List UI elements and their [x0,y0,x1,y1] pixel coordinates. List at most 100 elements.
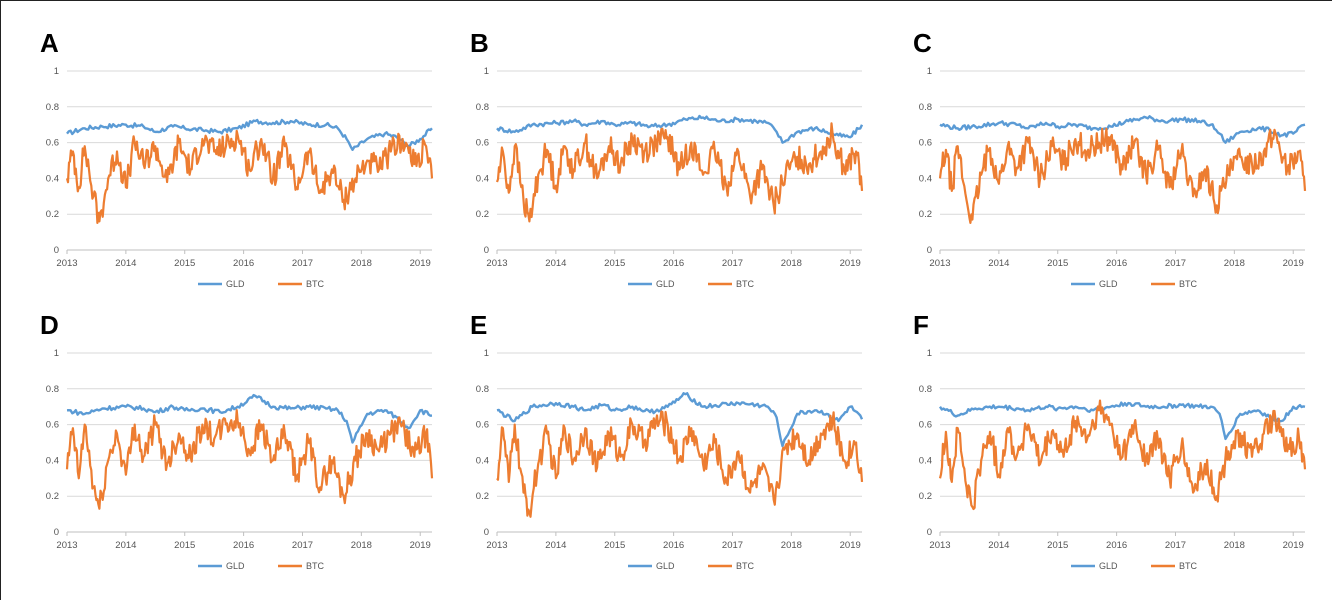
x-tick-label: 2016 [663,258,684,269]
series-line-gld [496,392,864,448]
chart-panel-c: C 0 0.2 0.4 0.6 0.8 1 2013 2014 2015 2016 2017 2018 2… [913,28,1333,306]
series-line-gld [496,114,864,144]
y-tick-label: 0 [484,527,489,538]
y-tick-label: 1 [54,348,59,359]
y-tick-label: 0.2 [46,491,59,502]
legend-label-gld: GLD [226,561,245,571]
x-tick-label: 2017 [292,258,313,269]
y-tick-label: 0 [484,245,489,256]
chart-panel-e: E 0 0.2 0.4 0.6 0.8 1 2013 2014 2015 2016 2017 2018 2… [470,310,900,588]
x-tick-label: 2015 [604,540,625,551]
x-tick-label: 2018 [1224,540,1245,551]
y-tick-label: 1 [54,66,59,77]
legend-label-btc: BTC [736,279,755,289]
chart-panel-a: A 0 0.2 0.4 0.6 0.8 1 2013 2014 2015 2016 2017 2018 2… [40,28,470,306]
x-tick-label: 2015 [1047,258,1068,269]
y-tick-label: 0 [54,527,59,538]
y-tick-label: 0.8 [46,102,59,113]
chart-legend: GLD BTC [628,561,755,571]
series-line-gld [938,401,1306,441]
x-tick-label: 2017 [722,258,743,269]
x-tick-label: 2013 [486,258,507,269]
x-tick-label: 2013 [56,540,77,551]
legend-label-btc: BTC [306,561,325,571]
x-tick-label: 2015 [174,258,195,269]
y-tick-label: 0.6 [46,420,59,431]
line-chart: 0 0.2 0.4 0.6 0.8 1 2013 2014 2015 2016 2017 2018 20… [476,348,864,571]
legend-label-gld: GLD [656,279,675,289]
panel-label: F [913,310,929,340]
y-tick-label: 0.2 [919,209,932,220]
series-line-gld [66,118,433,151]
y-tick-label: 0.4 [476,455,489,466]
legend-label-btc: BTC [1179,279,1198,289]
series-line-btc [496,410,864,518]
panel-label: C [913,28,932,58]
x-tick-label: 2014 [115,540,136,551]
y-tick-label: 1 [927,348,932,359]
series-line-gld [66,393,433,444]
panel-label: D [40,310,59,340]
x-tick-label: 2017 [1165,258,1186,269]
series-line-btc [495,122,864,223]
y-tick-label: 0.8 [919,102,932,113]
legend-label-gld: GLD [1099,279,1118,289]
y-tick-label: 0.6 [476,138,489,149]
line-chart: 0 0.2 0.4 0.6 0.8 1 2013 2014 2015 2016 2017 2018 20… [476,66,864,289]
x-tick-label: 2016 [1106,540,1127,551]
x-tick-label: 2019 [1283,258,1304,269]
line-chart: 0 0.2 0.4 0.6 0.8 1 2013 2014 2015 2016 2017 2018 20… [919,66,1307,289]
y-tick-label: 0.6 [46,138,59,149]
y-tick-label: 0.2 [46,209,59,220]
x-tick-label: 2013 [929,258,950,269]
y-tick-label: 0.2 [476,209,489,220]
legend-label-btc: BTC [1179,561,1198,571]
chart-panel-f: F 0 0.2 0.4 0.6 0.8 1 2013 2014 2015 2016 2017 2018 2… [913,310,1333,588]
x-tick-label: 2017 [1165,540,1186,551]
y-tick-label: 0.6 [919,420,932,431]
x-tick-label: 2015 [604,258,625,269]
chart-panel-d: D 0 0.2 0.4 0.6 0.8 1 2013 2014 2015 2016 2017 2018 2… [40,310,470,588]
x-tick-label: 2017 [292,540,313,551]
y-tick-label: 1 [484,348,489,359]
x-tick-label: 2014 [115,258,136,269]
y-tick-label: 0.4 [919,455,932,466]
x-tick-label: 2019 [410,540,431,551]
y-tick-label: 0.8 [46,384,59,395]
x-tick-label: 2019 [1283,540,1304,551]
x-tick-label: 2016 [233,258,254,269]
x-tick-label: 2018 [781,258,802,269]
legend-label-btc: BTC [306,279,325,289]
x-tick-label: 2017 [722,540,743,551]
x-tick-label: 2016 [663,540,684,551]
x-tick-label: 2019 [410,258,431,269]
y-tick-label: 0.4 [919,173,932,184]
x-tick-label: 2019 [840,540,861,551]
y-tick-label: 0.6 [476,420,489,431]
x-tick-label: 2015 [174,540,195,551]
x-tick-label: 2013 [486,540,507,551]
series-line-gld [939,115,1306,144]
y-tick-label: 0.4 [476,173,489,184]
y-tick-label: 0.4 [46,455,59,466]
y-tick-label: 0.4 [46,173,59,184]
x-tick-label: 2016 [1106,258,1127,269]
legend-label-gld: GLD [656,561,675,571]
x-tick-label: 2013 [56,258,77,269]
y-tick-label: 1 [484,66,489,77]
x-tick-label: 2014 [988,540,1009,551]
chart-panel-b: B 0 0.2 0.4 0.6 0.8 1 2013 2014 2015 2016 2017 2018 2… [470,28,900,306]
x-tick-label: 2014 [545,540,566,551]
x-tick-label: 2013 [929,540,950,551]
panel-label: B [470,28,489,58]
line-chart: 0 0.2 0.4 0.6 0.8 1 2013 2014 2015 2016 2017 2018 20… [46,66,434,289]
y-tick-label: 0.2 [476,491,489,502]
x-tick-label: 2015 [1047,540,1068,551]
chart-legend: GLD BTC [198,561,325,571]
chart-legend: GLD BTC [1071,561,1198,571]
y-tick-label: 1 [927,66,932,77]
y-tick-label: 0.8 [476,384,489,395]
y-tick-label: 0 [927,245,932,256]
chart-legend: GLD BTC [628,279,755,289]
